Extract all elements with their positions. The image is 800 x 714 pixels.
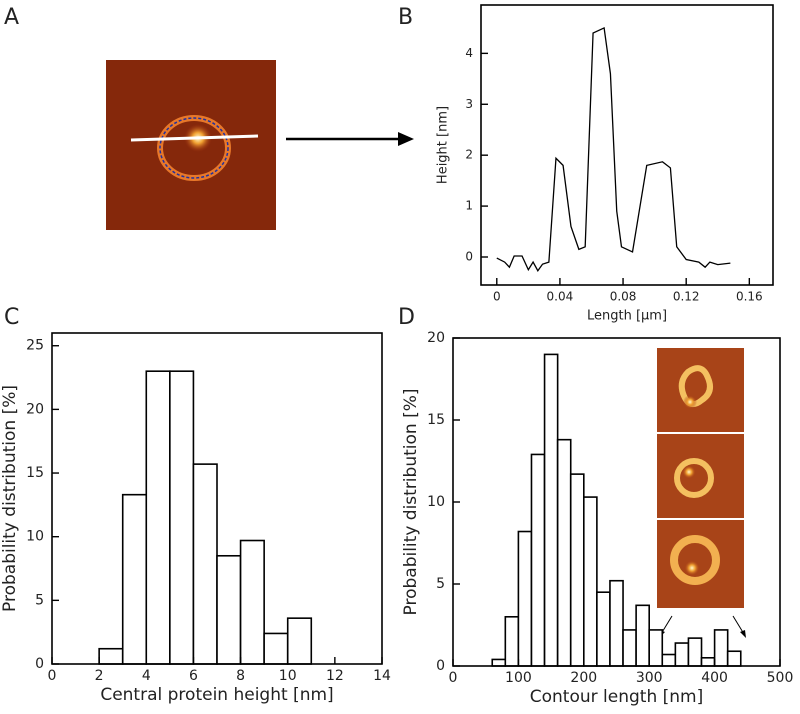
panel-letter: C <box>4 305 19 330</box>
bar <box>674 642 690 667</box>
panel-letter: A <box>4 5 19 30</box>
bar <box>713 629 729 667</box>
x-tick-label: 0.04 <box>547 290 574 304</box>
bar <box>192 463 218 665</box>
bar <box>687 637 703 667</box>
y-tick-label: 1 <box>465 199 473 213</box>
y-tick-label: 5 <box>35 592 44 608</box>
bar <box>648 629 664 667</box>
x-tick-label: 6 <box>189 668 198 684</box>
x-tick-label: 14 <box>373 668 391 684</box>
bar <box>596 591 611 667</box>
x-tick-label: 10 <box>279 668 297 684</box>
x-tick-label: 400 <box>701 670 728 686</box>
y-tick-label: 15 <box>26 465 44 481</box>
x-tick-label: 0.08 <box>610 290 637 304</box>
bar <box>169 370 195 665</box>
x-tick-label: 8 <box>236 668 245 684</box>
plot-frame <box>51 332 383 665</box>
x-tick-label: 0.16 <box>736 290 763 304</box>
y-tick-label: 15 <box>427 412 445 428</box>
inset-images <box>657 348 746 638</box>
bar <box>286 617 313 665</box>
bar <box>661 653 677 667</box>
arrow <box>286 132 414 146</box>
y-tick-label: 0 <box>436 658 445 674</box>
panel-letter: D <box>398 305 415 330</box>
y-tick-label: 2 <box>465 148 473 162</box>
bar <box>556 438 572 667</box>
plot-frame <box>480 4 774 286</box>
y-axis-label: Height [nm] <box>436 106 451 184</box>
x-axis-label: Length [µm] <box>587 309 667 324</box>
panel-letter: B <box>398 5 413 30</box>
y-tick-label: 10 <box>427 494 445 510</box>
y-tick-label: 25 <box>26 338 44 354</box>
y-tick-label: 4 <box>465 46 473 60</box>
x-tick-label: 0.12 <box>673 290 700 304</box>
y-tick-label: 10 <box>26 529 44 545</box>
y-tick-label: 0 <box>35 656 44 672</box>
x-tick-label: 0 <box>493 290 501 304</box>
bar <box>121 493 148 665</box>
bar <box>569 473 585 667</box>
x-tick-label: 0 <box>48 668 57 684</box>
bar <box>491 658 507 667</box>
x-axis-label: Contour length [nm] <box>530 687 703 707</box>
bar <box>216 554 242 665</box>
y-axis-label: Probability distribution [%] <box>401 389 421 616</box>
x-tick-label: 12 <box>326 668 344 684</box>
y-tick-label: 0 <box>465 250 473 264</box>
y-tick-label: 20 <box>427 330 445 346</box>
y-tick-label: 20 <box>26 401 44 417</box>
y-axis-label: Probability distribution [%] <box>0 385 20 612</box>
bar <box>504 615 520 667</box>
bar <box>635 604 650 667</box>
bar <box>609 579 624 667</box>
x-tick-label: 2 <box>95 668 104 684</box>
x-tick-label: 200 <box>570 670 597 686</box>
bar <box>582 496 598 667</box>
x-tick-label: 500 <box>767 670 794 686</box>
afm-image <box>106 60 276 230</box>
bar <box>530 453 546 667</box>
bar <box>622 629 637 667</box>
panel-labels: A B C D <box>4 5 415 330</box>
data-line <box>496 26 731 272</box>
bar <box>145 370 171 665</box>
x-tick-label: 4 <box>142 668 151 684</box>
bar <box>726 650 742 667</box>
y-tick-label: 3 <box>465 97 473 111</box>
bar <box>517 530 533 667</box>
y-tick-label: 5 <box>436 576 445 592</box>
x-tick-label: 0 <box>449 670 458 686</box>
bar <box>263 632 289 665</box>
x-axis-label: Central protein height [nm] <box>100 685 333 705</box>
bar <box>543 353 559 667</box>
x-tick-label: 100 <box>505 670 532 686</box>
bar <box>239 539 265 665</box>
bar <box>700 656 716 667</box>
x-tick-label: 300 <box>636 670 663 686</box>
bar <box>98 647 124 665</box>
